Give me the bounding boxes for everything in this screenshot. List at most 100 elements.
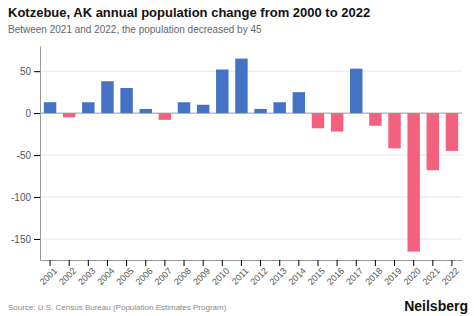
bar (312, 113, 324, 128)
x-tick-label: 2016 (325, 266, 346, 287)
bar (273, 102, 285, 113)
y-tick-mark (34, 239, 40, 240)
y-tick: -150 (11, 234, 40, 245)
bar (427, 113, 439, 170)
bar (235, 59, 247, 114)
x-tick-label: 2019 (382, 266, 403, 287)
x-tick-label: 2004 (95, 266, 116, 287)
x-tick-label: 2018 (363, 266, 384, 287)
x-tick-mark (394, 260, 395, 266)
bar (216, 69, 228, 113)
x-tick-mark (337, 260, 338, 266)
x-tick: 2013 (268, 260, 289, 287)
grid (40, 71, 462, 239)
x-tick-mark (203, 260, 204, 266)
y-tick-label: -100 (11, 192, 31, 203)
x-tick: 2003 (76, 260, 97, 287)
x-tick-mark (279, 260, 280, 266)
grid-line (40, 197, 462, 198)
x-tick-mark (241, 260, 242, 266)
x-tick: 2016 (325, 260, 346, 287)
x-tick: 2001 (38, 260, 59, 287)
bar (350, 69, 362, 113)
x-tick-label: 2021 (421, 266, 442, 287)
x-tick: 2002 (57, 260, 78, 287)
x-tick: 2021 (421, 260, 442, 287)
x-tick-label: 2011 (230, 266, 251, 287)
x-tick-label: 2007 (153, 266, 174, 287)
chart: Kotzebue, AK annual population change fr… (0, 0, 474, 316)
y-axis: -150 -100 -50 0 50 (11, 47, 41, 261)
subtitle: Between 2021 and 2022, the population de… (8, 24, 262, 35)
x-tick: 2017 (344, 260, 365, 287)
y-tick: -50 (17, 150, 40, 161)
x-tick-mark (88, 260, 89, 266)
bar (82, 102, 94, 113)
bar (331, 113, 343, 131)
x-tick-mark (107, 260, 108, 266)
x-tick-label: 2015 (306, 266, 327, 287)
x-tick-label: 2005 (114, 266, 135, 287)
y-tick-label: 50 (20, 66, 32, 77)
bar (407, 113, 419, 251)
x-tick-label: 2017 (344, 266, 365, 287)
bar (101, 81, 113, 113)
x-tick-mark (298, 260, 299, 266)
x-tick-label: 2022 (440, 266, 461, 287)
x-tick-mark (164, 260, 165, 266)
bar (63, 113, 75, 117)
x-tick-mark (184, 260, 185, 266)
x-tick-mark (50, 260, 51, 266)
bar (120, 88, 132, 113)
bar (197, 105, 209, 113)
x-tick: 2010 (210, 260, 231, 287)
x-tick-mark (69, 260, 70, 266)
x-tick: 2015 (306, 260, 327, 287)
bar (178, 102, 190, 113)
y-tick-mark (34, 71, 40, 72)
y-axis-line (40, 47, 41, 261)
x-tick: 2005 (114, 260, 135, 287)
x-axis-line (41, 260, 463, 261)
x-tick-mark (317, 260, 318, 266)
x-tick: 2012 (248, 260, 269, 287)
x-tick: 2007 (153, 260, 174, 287)
y-tick-label: -50 (17, 150, 32, 161)
x-tick-label: 2010 (210, 266, 231, 287)
bar (44, 102, 56, 113)
x-tick-mark (451, 260, 452, 266)
bars (44, 59, 458, 252)
x-tick-label: 2013 (268, 266, 289, 287)
x-tick-label: 2014 (287, 266, 308, 287)
x-tick: 2019 (382, 260, 403, 287)
x-tick-mark (126, 260, 127, 266)
x-tick-mark (413, 260, 414, 266)
y-tick-mark (34, 113, 40, 114)
bar (446, 113, 458, 151)
x-tick-label: 2003 (76, 266, 97, 287)
y-tick-mark (34, 197, 40, 198)
x-axis: 2001200220032004200520062007200820092010… (38, 260, 463, 287)
bar (254, 109, 266, 113)
y-tick: 50 (20, 66, 40, 77)
x-tick-label: 2001 (38, 266, 59, 287)
y-tick: -100 (11, 192, 40, 203)
x-tick: 2020 (401, 260, 422, 287)
y-tick-label: 0 (25, 108, 31, 119)
x-tick: 2008 (172, 260, 193, 287)
bar (388, 113, 400, 148)
bar (369, 113, 381, 126)
x-tick: 2014 (287, 260, 308, 287)
x-tick: 2004 (95, 260, 116, 287)
x-tick-label: 2002 (57, 266, 78, 287)
grid-line (40, 239, 462, 240)
x-tick: 2018 (363, 260, 384, 287)
y-tick-label: -150 (11, 234, 31, 245)
x-tick: 2011 (230, 260, 251, 287)
grid-line (40, 155, 462, 156)
source: Source: U.S. Census Bureau (Population E… (8, 303, 227, 312)
plot: -150 -100 -50 0 50 20012002200320042005200620… (11, 47, 463, 288)
x-tick-mark (432, 260, 433, 266)
x-tick-mark (260, 260, 261, 266)
bar (140, 109, 152, 113)
